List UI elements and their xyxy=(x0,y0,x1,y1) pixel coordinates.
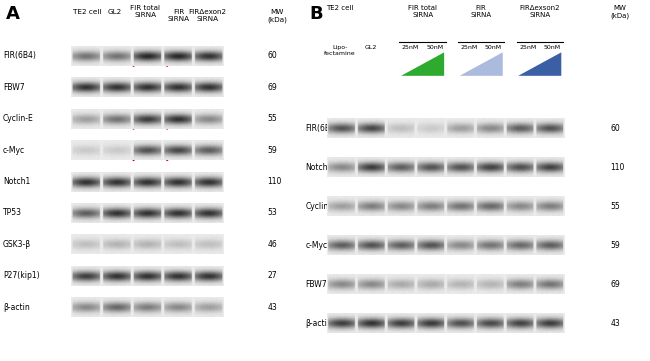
Text: 25nM: 25nM xyxy=(460,45,478,50)
Text: TE2 cell: TE2 cell xyxy=(73,9,101,15)
Text: 25nM: 25nM xyxy=(519,45,536,50)
Text: c-Myc: c-Myc xyxy=(3,146,25,155)
Text: 43: 43 xyxy=(610,319,620,327)
Text: 110: 110 xyxy=(267,177,281,186)
Text: 46: 46 xyxy=(267,240,277,249)
Text: 69: 69 xyxy=(610,280,620,288)
Text: Cyclin-E: Cyclin-E xyxy=(306,202,336,210)
Text: MW
(kDa): MW (kDa) xyxy=(267,9,287,22)
Text: FIR(6B4): FIR(6B4) xyxy=(306,124,339,132)
Text: 55: 55 xyxy=(610,202,620,210)
Text: GSK3-β: GSK3-β xyxy=(3,240,31,249)
Text: 43: 43 xyxy=(267,303,277,312)
Text: 55: 55 xyxy=(267,114,277,123)
Text: FBW7: FBW7 xyxy=(3,83,25,92)
Text: FIR
SiRNA: FIR SiRNA xyxy=(471,5,492,18)
Text: P27(kip1): P27(kip1) xyxy=(3,271,40,280)
Text: 53: 53 xyxy=(267,209,277,217)
Text: MW
(kDa): MW (kDa) xyxy=(610,5,629,19)
Text: 69: 69 xyxy=(267,83,277,92)
Text: FBW7: FBW7 xyxy=(306,280,327,288)
Text: c-Myc: c-Myc xyxy=(306,241,328,249)
Text: Cyclin-E: Cyclin-E xyxy=(3,114,34,123)
Text: 59: 59 xyxy=(267,146,277,155)
Text: GL2: GL2 xyxy=(365,45,377,50)
Text: TP53: TP53 xyxy=(3,209,22,217)
Text: B: B xyxy=(309,5,322,23)
Text: FIR(6B4): FIR(6B4) xyxy=(3,52,36,60)
Text: TE2 cell: TE2 cell xyxy=(326,5,354,12)
Text: β-actin: β-actin xyxy=(306,319,332,327)
Text: 110: 110 xyxy=(610,163,625,171)
Text: FIR total
SiRNA: FIR total SiRNA xyxy=(130,5,160,18)
Text: FIR total
SiRNA: FIR total SiRNA xyxy=(408,5,437,18)
Text: 60: 60 xyxy=(267,52,277,60)
Text: A: A xyxy=(6,5,20,23)
Text: FIR
SiRNA: FIR SiRNA xyxy=(168,9,190,22)
Text: Notch1: Notch1 xyxy=(3,177,31,186)
Text: 50nM: 50nM xyxy=(485,45,502,50)
Text: 59: 59 xyxy=(610,241,620,249)
Text: 50nM: 50nM xyxy=(426,45,443,50)
Text: 50nM: 50nM xyxy=(543,45,560,50)
Text: Notch1: Notch1 xyxy=(306,163,333,171)
Text: 27: 27 xyxy=(267,271,277,280)
Text: FIRΔexon2
SiRNA: FIRΔexon2 SiRNA xyxy=(188,9,227,22)
Text: Lipo-
fectamine: Lipo- fectamine xyxy=(324,45,356,56)
Text: 25nM: 25nM xyxy=(402,45,419,50)
Text: FIRΔexson2
SiRNA: FIRΔexson2 SiRNA xyxy=(519,5,560,18)
Polygon shape xyxy=(401,52,444,76)
Text: β-actin: β-actin xyxy=(3,303,30,312)
Text: GL2: GL2 xyxy=(107,9,122,15)
Polygon shape xyxy=(518,52,562,76)
Polygon shape xyxy=(460,52,502,76)
Text: 60: 60 xyxy=(610,124,620,132)
